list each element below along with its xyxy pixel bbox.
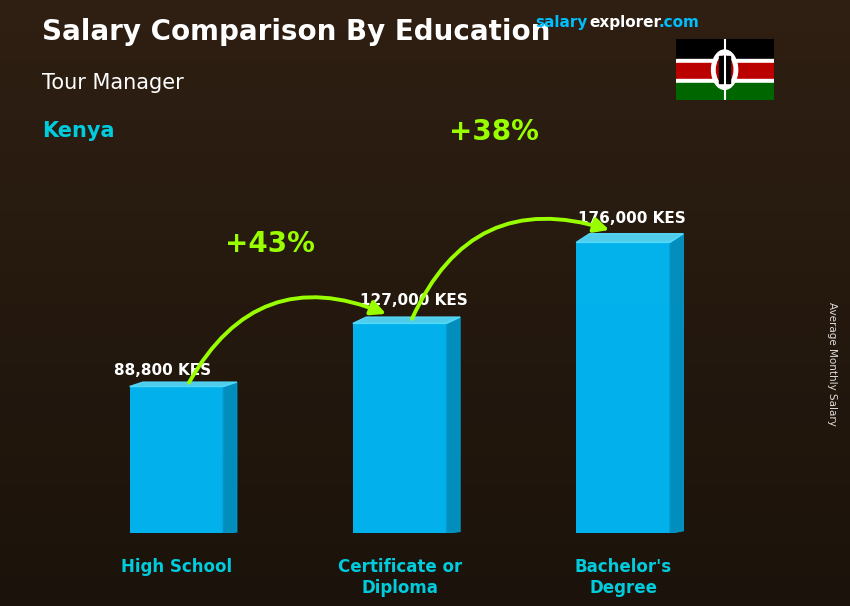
Bar <box>0 30 850 61</box>
Polygon shape <box>670 234 683 533</box>
Ellipse shape <box>717 56 733 84</box>
Text: salary: salary <box>536 15 588 30</box>
Polygon shape <box>129 382 237 387</box>
Text: +43%: +43% <box>225 230 315 258</box>
Bar <box>0 212 850 242</box>
Bar <box>129 387 224 533</box>
Bar <box>353 324 446 533</box>
Bar <box>0 394 850 424</box>
Text: Average Monthly Salary: Average Monthly Salary <box>827 302 837 425</box>
Text: Salary Comparison By Education: Salary Comparison By Education <box>42 18 551 46</box>
Text: Tour Manager: Tour Manager <box>42 73 184 93</box>
Bar <box>676 59 774 63</box>
Bar <box>0 121 850 152</box>
Bar <box>0 515 850 545</box>
Bar <box>0 152 850 182</box>
Text: explorer: explorer <box>589 15 661 30</box>
Text: 88,800 KES: 88,800 KES <box>114 363 211 378</box>
Bar <box>719 56 730 84</box>
Bar <box>0 485 850 515</box>
Text: .com: .com <box>659 15 700 30</box>
Bar <box>0 333 850 364</box>
Polygon shape <box>446 317 460 533</box>
Bar <box>0 273 850 303</box>
Ellipse shape <box>711 50 738 90</box>
Bar <box>0 303 850 333</box>
Bar <box>676 83 774 100</box>
Text: 176,000 KES: 176,000 KES <box>578 211 686 227</box>
Bar <box>676 39 774 59</box>
Text: Kenya: Kenya <box>42 121 115 141</box>
Bar <box>0 454 850 485</box>
Bar <box>0 424 850 454</box>
Bar <box>0 242 850 273</box>
Bar <box>0 0 850 30</box>
Bar <box>676 63 774 79</box>
Bar <box>0 364 850 394</box>
Bar <box>0 91 850 121</box>
Polygon shape <box>224 382 237 533</box>
Polygon shape <box>576 234 683 242</box>
Bar <box>0 576 850 606</box>
Polygon shape <box>353 317 460 324</box>
Text: 127,000 KES: 127,000 KES <box>360 293 468 308</box>
Bar <box>576 242 670 533</box>
Bar <box>0 182 850 212</box>
Text: +38%: +38% <box>449 118 538 146</box>
Bar <box>0 545 850 576</box>
Bar <box>676 79 774 83</box>
Bar <box>0 61 850 91</box>
